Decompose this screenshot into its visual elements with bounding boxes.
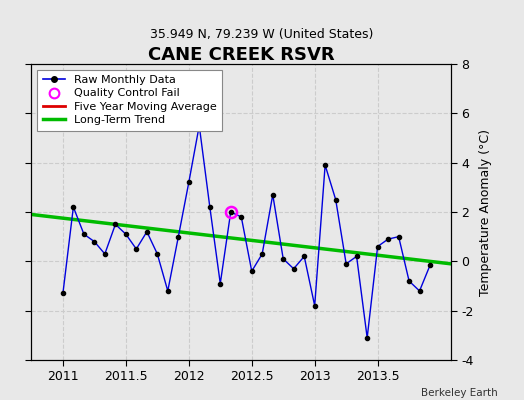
- Y-axis label: Temperature Anomaly (°C): Temperature Anomaly (°C): [479, 128, 492, 296]
- Text: Berkeley Earth: Berkeley Earth: [421, 388, 498, 398]
- Text: 35.949 N, 79.239 W (United States): 35.949 N, 79.239 W (United States): [150, 28, 374, 41]
- Title: CANE CREEK RSVR: CANE CREEK RSVR: [148, 46, 334, 64]
- Legend: Raw Monthly Data, Quality Control Fail, Five Year Moving Average, Long-Term Tren: Raw Monthly Data, Quality Control Fail, …: [37, 70, 222, 131]
